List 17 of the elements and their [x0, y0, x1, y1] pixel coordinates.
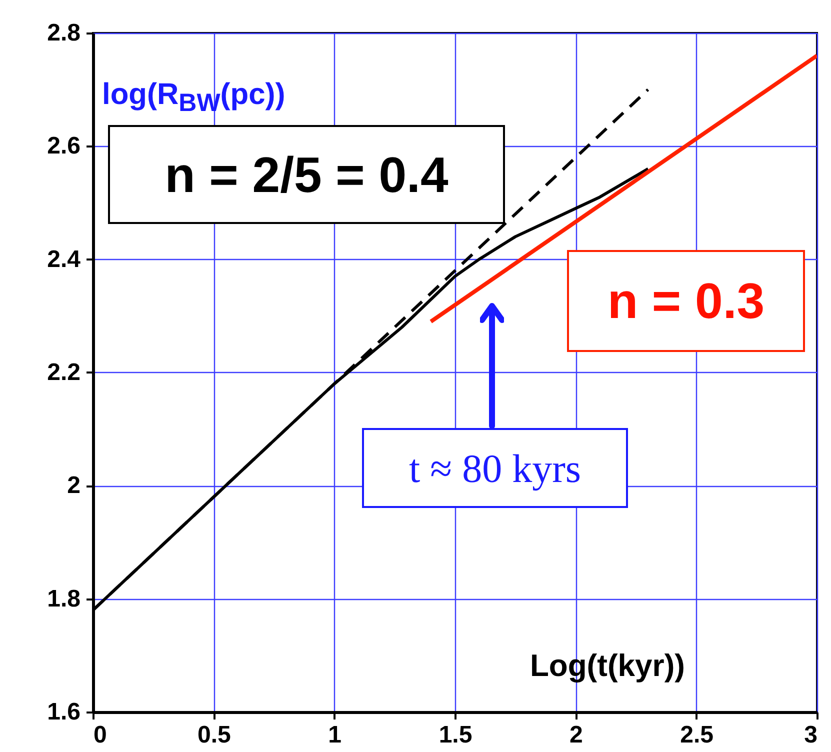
annotation: n = 0.3	[567, 250, 805, 352]
y-tick-label: 2.2	[47, 359, 80, 386]
y-tick-label: 1.6	[47, 698, 80, 726]
y-tick-label: 1.8	[47, 585, 80, 612]
y-tick-label: 2.6	[47, 132, 80, 160]
x-tick-label: 0.5	[197, 722, 231, 748]
annotation: n = 2/5 = 0.4	[108, 125, 505, 224]
x-tick-label: 0	[94, 722, 107, 748]
y-tick-label: 2.8	[47, 20, 80, 46]
y-tick-label: 2	[67, 472, 80, 500]
x-tick-label: 1.5	[438, 722, 472, 748]
x-tick-label: 2.5	[680, 722, 714, 748]
x-tick-label: 1	[328, 722, 342, 748]
annotation: t ≈ 80 kyrs	[362, 428, 628, 508]
y-tick-label: 2.4	[47, 246, 82, 273]
x-tick-label: 2	[569, 722, 583, 748]
x-tick-label: 3	[804, 722, 818, 748]
